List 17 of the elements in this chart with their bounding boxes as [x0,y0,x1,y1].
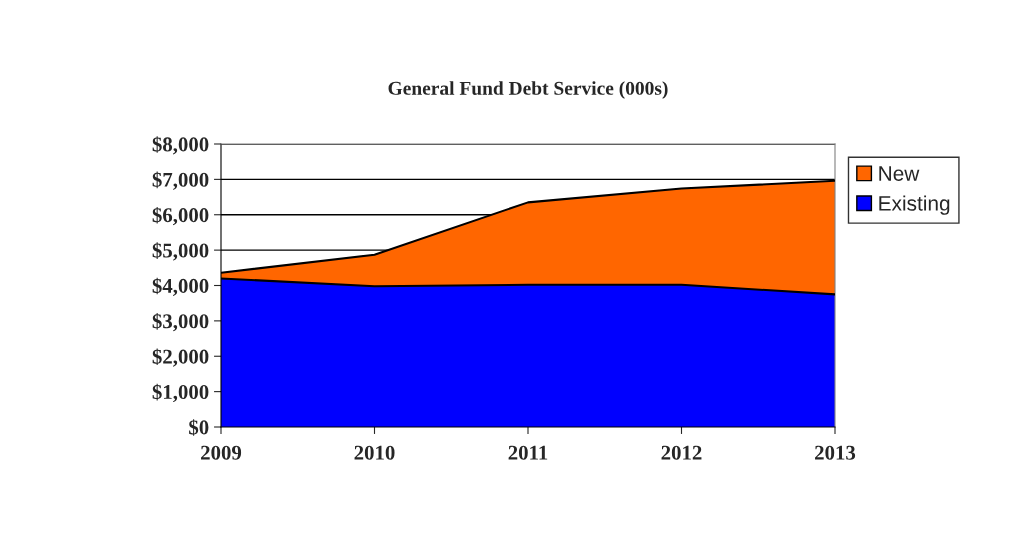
chart-title: General Fund Debt Service (000s) [388,81,668,99]
y-tick-label: $0 [189,419,209,436]
x-tick-label: 2013 [815,445,856,460]
y-tick-label: $3,000 [152,313,209,332]
x-tick-label: 2011 [508,445,548,460]
x-tick-label: 2012 [661,445,702,460]
legend-label: New [879,166,920,181]
y-tick-label: $7,000 [152,171,209,190]
y-tick-label: $5,000 [152,242,209,261]
y-tick-label: $6,000 [152,206,209,226]
y-tick-label: $8,000 [152,136,209,155]
x-tick-label: 2009 [201,445,242,460]
y-tick-label: $2,000 [152,348,209,367]
y-tick-label: $4,000 [152,277,209,296]
legend-label: Existing [879,195,950,215]
x-tick-label: 2010 [354,445,395,460]
y-tick-label: $1,000 [152,383,209,403]
